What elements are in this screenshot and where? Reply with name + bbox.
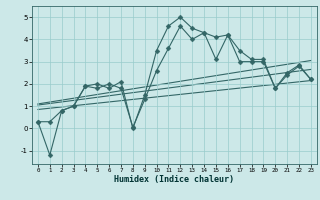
X-axis label: Humidex (Indice chaleur): Humidex (Indice chaleur)	[115, 175, 234, 184]
